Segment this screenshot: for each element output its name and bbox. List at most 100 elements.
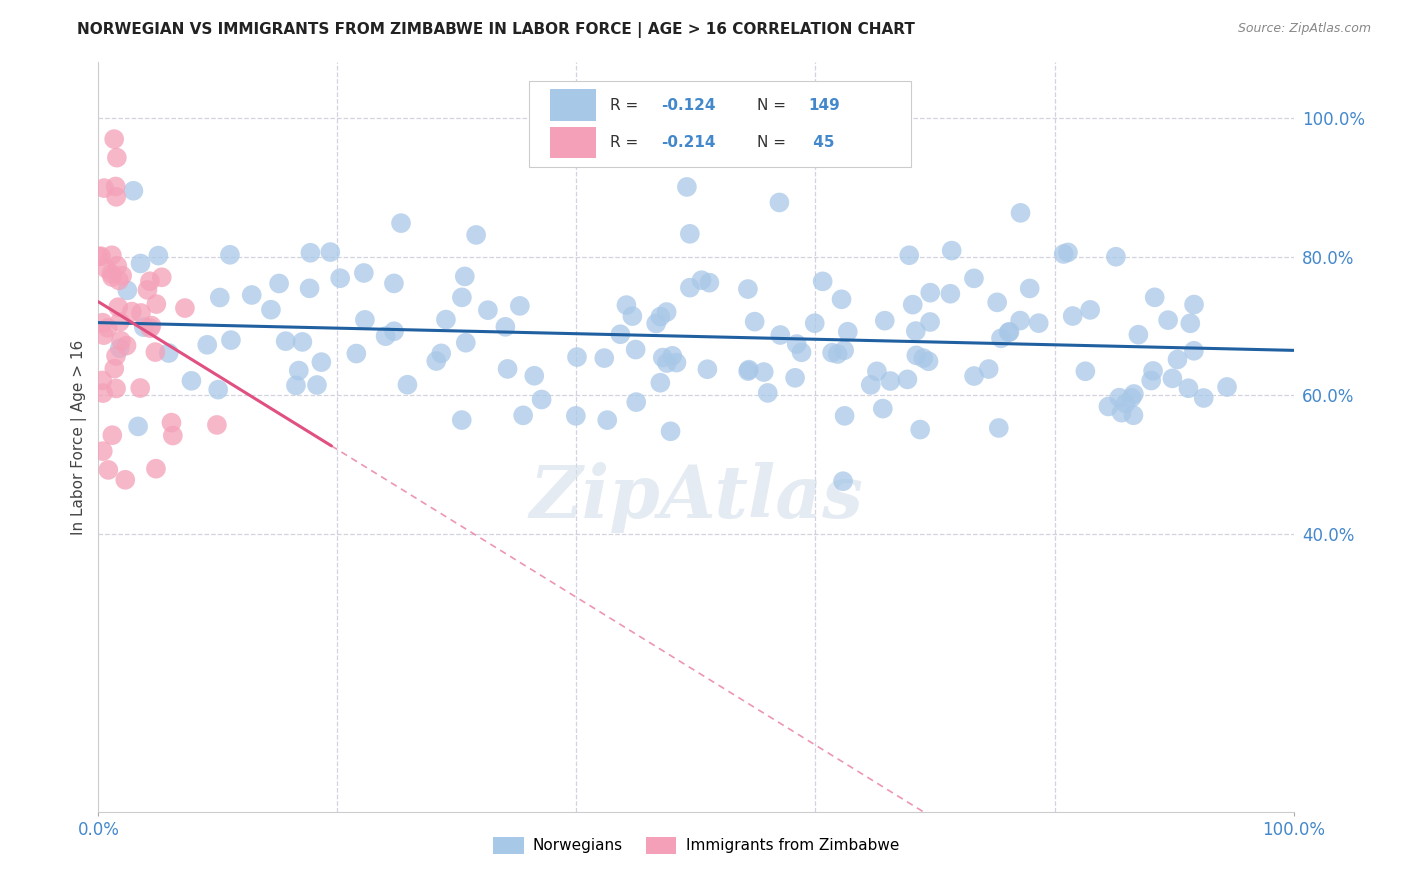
Point (616, 298, 638, 312)
Point (832, 474, 855, 488)
Point (837, 325, 859, 339)
Point (107, 300, 129, 314)
Point (1140, 374, 1163, 388)
Point (790, 345, 813, 359)
Point (115, 338, 138, 352)
Point (1097, 400, 1119, 414)
Point (454, 269, 477, 284)
Point (148, 249, 170, 263)
Point (1062, 309, 1084, 323)
Point (111, 268, 134, 283)
Point (1177, 381, 1199, 395)
Point (374, 329, 396, 343)
Point (655, 356, 678, 370)
Point (908, 423, 931, 437)
Point (811, 274, 834, 288)
Point (477, 303, 499, 318)
FancyBboxPatch shape (550, 127, 596, 159)
Point (786, 337, 808, 351)
Point (1128, 327, 1150, 342)
Point (353, 266, 375, 280)
Point (530, 392, 553, 407)
Point (451, 290, 474, 304)
Point (783, 371, 806, 385)
Point (396, 377, 419, 392)
Point (299, 245, 322, 260)
Point (1010, 313, 1032, 327)
Point (105, 190, 128, 204)
Text: Source: ZipAtlas.com: Source: ZipAtlas.com (1237, 22, 1371, 36)
Point (114, 473, 136, 487)
Point (91, 386, 114, 401)
Point (898, 248, 921, 262)
Point (174, 301, 197, 315)
Point (132, 320, 155, 334)
Point (94, 261, 117, 276)
Point (990, 331, 1012, 345)
Point (117, 284, 139, 298)
Point (139, 321, 162, 335)
Point (756, 386, 779, 401)
Point (311, 355, 333, 369)
Point (963, 271, 986, 285)
Point (240, 288, 263, 302)
Point (105, 151, 128, 165)
Point (157, 346, 180, 360)
Point (354, 313, 377, 327)
Point (150, 270, 173, 285)
Point (139, 274, 162, 288)
Point (305, 378, 328, 392)
Point (645, 317, 668, 331)
Point (465, 227, 488, 242)
Point (768, 195, 790, 210)
Point (650, 376, 672, 390)
Point (1018, 281, 1040, 295)
Point (752, 365, 775, 379)
Point (101, 428, 124, 442)
Point (987, 421, 1010, 435)
Point (650, 310, 672, 324)
Legend: Norwegians, Immigrants from Zimbabwe: Norwegians, Immigrants from Zimbabwe (486, 830, 905, 860)
Point (896, 372, 918, 386)
Text: R =: R = (610, 97, 643, 112)
Point (425, 354, 447, 368)
Point (103, 132, 125, 146)
Point (1105, 250, 1128, 264)
Point (1108, 391, 1130, 405)
Point (129, 256, 152, 270)
Text: -0.124: -0.124 (661, 97, 716, 112)
Point (665, 355, 688, 369)
Text: 149: 149 (808, 97, 839, 112)
Point (661, 349, 683, 363)
Point (97, 463, 120, 477)
Point (1028, 316, 1050, 330)
Point (679, 227, 702, 241)
Point (1057, 245, 1080, 260)
FancyBboxPatch shape (529, 81, 911, 168)
Point (121, 304, 143, 318)
Point (998, 325, 1021, 339)
Point (284, 378, 307, 392)
Point (1078, 302, 1101, 317)
Text: R =: R = (610, 135, 643, 150)
Point (512, 409, 534, 423)
Point (91, 374, 114, 388)
Point (651, 351, 673, 365)
Point (208, 291, 231, 305)
Point (260, 302, 283, 317)
Point (207, 383, 229, 397)
Text: 45: 45 (808, 135, 835, 150)
Point (103, 361, 125, 376)
Point (105, 349, 128, 363)
Point (905, 348, 928, 362)
Point (621, 309, 644, 323)
Point (939, 286, 962, 301)
Point (122, 184, 145, 198)
Point (141, 318, 163, 333)
Point (596, 413, 619, 427)
Point (129, 306, 152, 320)
Point (986, 295, 1008, 310)
Point (866, 364, 889, 378)
Point (1122, 387, 1144, 401)
Point (1182, 297, 1205, 311)
